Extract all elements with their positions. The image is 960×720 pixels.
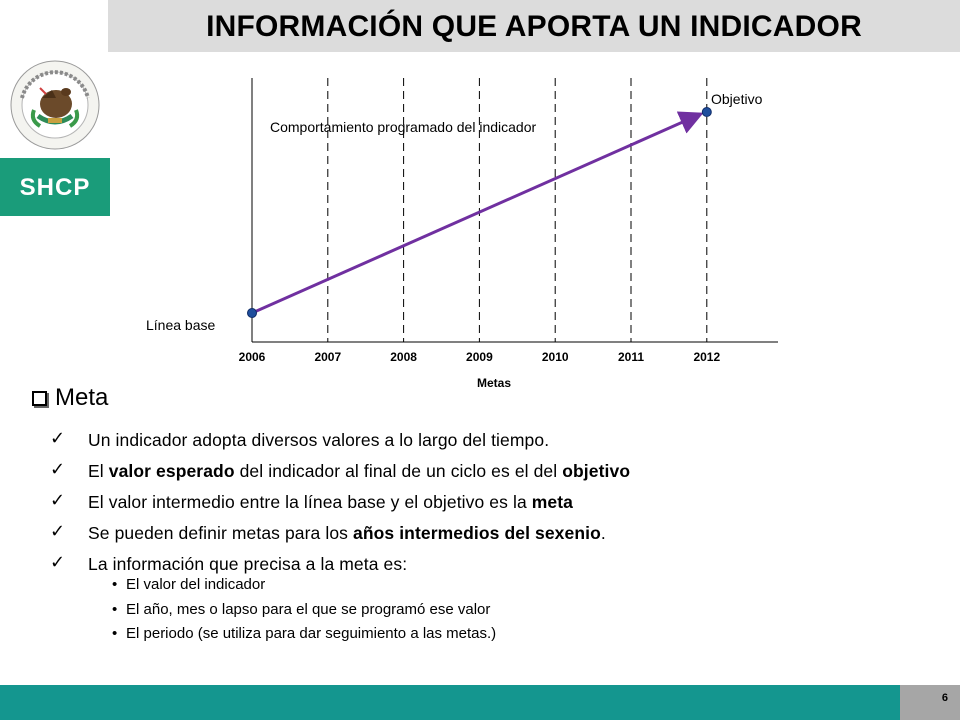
x-axis-title: Metas	[477, 376, 511, 390]
footer-bar	[0, 685, 900, 720]
check-item-text: del indicador al final de un ciclo es el…	[234, 461, 563, 481]
page-number-box: 6	[900, 685, 960, 720]
check-item: ✓ Un indicador adopta diversos valores a …	[50, 426, 930, 457]
slide-title: INFORMACIÓN QUE APORTA UN INDICADOR	[206, 10, 862, 43]
check-item-bold-text: meta	[531, 492, 574, 512]
check-item-bold-text: objetivo	[562, 461, 631, 481]
national-seal-icon	[10, 60, 100, 150]
x-tick-label: 2007	[314, 350, 341, 364]
checkmark-icon: ✓	[50, 552, 66, 573]
check-item-text: Se pueden definir metas para los	[88, 523, 353, 543]
shcp-logo-block: SHCP	[0, 158, 110, 216]
objective-point	[701, 107, 712, 117]
check-item-bold-text: años intermedios del sexenio	[353, 523, 601, 543]
x-tick-label: 2010	[542, 350, 569, 364]
check-item-text: El valor intermedio entre la línea base …	[88, 492, 532, 512]
bullet-text: El valor del indicador	[126, 576, 266, 593]
bullet-item: • El año, mes o lapso para el que se prog…	[112, 600, 812, 625]
objective-label: Objetivo	[711, 91, 763, 107]
checkmark-icon: ✓	[50, 428, 66, 449]
trend-line-label: Comportamiento programado del indicador	[270, 119, 536, 135]
section-title: Meta	[55, 384, 109, 411]
bullet-dot-icon: •	[112, 625, 118, 642]
check-item: ✓ La información que precisa a la meta es…	[50, 550, 930, 581]
check-item-text: El	[88, 461, 109, 481]
x-tick-label: 2006	[239, 350, 266, 364]
title-bar: INFORMACIÓN QUE APORTA UN INDICADOR	[108, 0, 960, 52]
check-item-text: Un indicador adopta diversos valores a l…	[88, 430, 550, 450]
x-tick-label: 2008	[390, 350, 417, 364]
baseline-point	[247, 308, 257, 318]
check-item-bold-text: valor esperado	[108, 461, 235, 481]
trend-line	[251, 111, 704, 315]
bullet-text: El periodo (se utiliza para dar seguimie…	[126, 625, 497, 642]
check-item: ✓ El valor esperado del indicador al fina…	[50, 457, 930, 488]
shcp-logo-text: SHCP	[19, 174, 91, 201]
checkmark-icon: ✓	[50, 459, 66, 480]
bullet-dot-icon: •	[112, 576, 118, 593]
section-heading: Meta	[32, 384, 108, 412]
bullet-item: • El valor del indicador	[112, 575, 812, 600]
indicator-timeline-chart: 2006 2007 2008 2009 2010 2011 2012 Metas Línea b…	[146, 78, 778, 390]
check-item: ✓ Se pueden definir metas para los años i…	[50, 519, 930, 550]
x-tick-label: 2012	[693, 350, 720, 364]
check-item-text: La información que precisa a la meta es:	[88, 554, 408, 574]
checkmark-icon: ✓	[50, 521, 66, 542]
x-tick-label: 2009	[466, 350, 493, 364]
baseline-label: Línea base	[146, 317, 215, 333]
bullet-list: • El valor del indicador • El año, mes o la…	[112, 575, 812, 649]
check-list: ✓ Un indicador adopta diversos valores a …	[50, 426, 930, 581]
bullet-dot-icon: •	[112, 600, 118, 618]
check-item: ✓ El valor intermedio entre la línea base…	[50, 488, 930, 519]
bullet-text: El año, mes o lapso para el que se progr…	[126, 600, 491, 618]
logo-panel	[0, 52, 110, 158]
page-number: 6	[941, 692, 948, 704]
check-item-text: .	[600, 523, 606, 543]
checkmark-icon: ✓	[50, 490, 66, 511]
bullet-item: • El periodo (se utiliza para dar seguimi…	[112, 624, 812, 649]
x-tick-label: 2011	[618, 350, 644, 364]
checkbox-bullet-icon	[32, 390, 47, 406]
